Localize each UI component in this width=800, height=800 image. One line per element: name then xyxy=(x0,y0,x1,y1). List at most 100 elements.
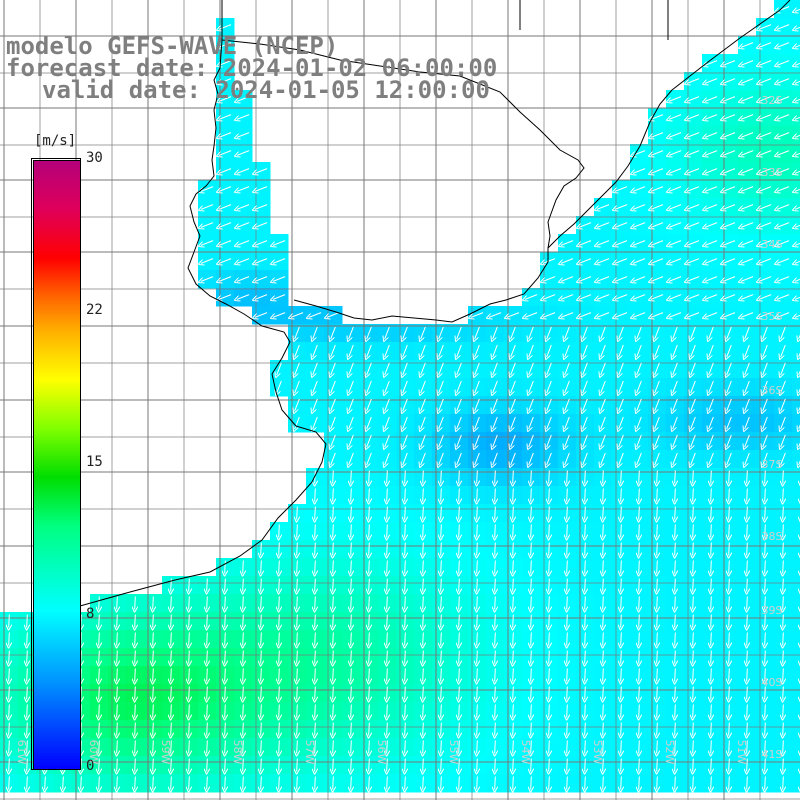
wind-arrow xyxy=(189,668,190,682)
wind-arrow xyxy=(711,614,712,628)
wind-arrow xyxy=(189,758,190,772)
wind-arrow xyxy=(405,470,406,484)
wind-arrow xyxy=(513,668,514,682)
wind-arrow xyxy=(711,596,712,610)
wind-arrow xyxy=(495,578,496,592)
speed-cell xyxy=(792,468,800,487)
wind-arrow xyxy=(225,686,226,700)
wind-arrow xyxy=(621,560,622,574)
wind-arrow xyxy=(729,578,730,592)
wind-arrow xyxy=(585,776,586,790)
wind-arrow xyxy=(513,596,514,610)
wind-arrow xyxy=(387,704,388,718)
wind-arrow xyxy=(729,776,730,790)
wind-arrow xyxy=(549,722,550,736)
speed-cell xyxy=(792,180,800,199)
wind-arrow xyxy=(45,776,46,790)
speed-cell xyxy=(792,198,800,217)
speed-cell xyxy=(792,54,800,73)
wind-arrow xyxy=(117,740,118,754)
wind-arrow xyxy=(333,668,334,682)
wind-arrow xyxy=(189,578,190,592)
wind-arrow xyxy=(495,776,496,790)
wind-arrow xyxy=(333,776,334,790)
wind-arrow xyxy=(333,740,334,754)
wind-arrow xyxy=(99,704,100,718)
wind-arrow xyxy=(603,488,604,502)
wind-arrow xyxy=(477,542,478,556)
wind-arrow xyxy=(261,776,262,790)
wind-arrow xyxy=(603,614,604,628)
wind-arrow xyxy=(747,668,748,682)
wind-arrow xyxy=(693,614,694,628)
wind-arrow xyxy=(27,704,28,718)
wind-arrow xyxy=(531,776,532,790)
wind-arrow xyxy=(477,650,478,664)
wind-arrow xyxy=(459,686,460,700)
wind-arrow xyxy=(603,632,604,646)
wind-arrow xyxy=(531,524,532,538)
wind-arrow xyxy=(189,704,190,718)
wind-arrow xyxy=(495,740,496,754)
wind-arrow xyxy=(369,776,370,790)
wind-arrow xyxy=(585,740,586,754)
speed-cell xyxy=(792,108,800,127)
wind-arrow xyxy=(423,542,424,556)
wind-arrow xyxy=(585,686,586,700)
wind-arrow xyxy=(459,488,460,502)
wind-arrow xyxy=(513,614,514,628)
wind-arrow xyxy=(261,542,262,556)
wind-arrow xyxy=(261,758,262,772)
wind-arrow xyxy=(351,632,352,646)
lon-label-53W: 53W xyxy=(591,740,604,765)
speed-cell xyxy=(792,414,800,433)
wind-arrow xyxy=(387,632,388,646)
wind-arrow xyxy=(495,614,496,628)
wind-arrow xyxy=(531,488,532,502)
colorbar-tick-30: 30 xyxy=(86,150,103,166)
wind-arrow xyxy=(495,650,496,664)
wind-arrow xyxy=(567,596,568,610)
title-valid-date: valid date: 2024-01-05 12:00:00 xyxy=(42,76,490,104)
wind-arrow xyxy=(405,650,406,664)
wind-arrow xyxy=(405,632,406,646)
wind-arrow xyxy=(261,740,262,754)
wind-arrow xyxy=(225,758,226,772)
wind-arrow xyxy=(477,758,478,772)
wind-arrow xyxy=(495,488,496,502)
wind-arrow xyxy=(585,704,586,718)
wind-arrow xyxy=(657,560,658,574)
wind-arrow xyxy=(297,776,298,790)
wind-arrow xyxy=(207,686,208,700)
wind-arrow xyxy=(567,488,568,502)
wind-arrow xyxy=(423,740,424,754)
wind-arrow xyxy=(9,686,10,700)
wind-arrow xyxy=(351,650,352,664)
wind-arrow xyxy=(603,776,604,790)
wind-arrow xyxy=(657,470,658,484)
wind-arrow xyxy=(261,596,262,610)
wind-arrow xyxy=(459,578,460,592)
wind-arrow xyxy=(99,614,100,628)
speed-cell xyxy=(792,270,800,289)
wind-arrow xyxy=(441,722,442,736)
wind-arrow xyxy=(387,506,388,520)
wind-arrow xyxy=(567,632,568,646)
wind-arrow xyxy=(783,506,784,520)
wind-arrow xyxy=(621,470,622,484)
wind-arrow xyxy=(171,596,172,610)
wind-arrow xyxy=(171,614,172,628)
wind-arrow xyxy=(783,542,784,556)
wind-arrow xyxy=(459,632,460,646)
wind-arrow xyxy=(603,524,604,538)
wind-arrow xyxy=(693,668,694,682)
wind-arrow xyxy=(711,524,712,538)
wind-arrow xyxy=(405,578,406,592)
wind-arrow xyxy=(9,722,10,736)
wind-arrow xyxy=(279,650,280,664)
wind-arrow xyxy=(297,704,298,718)
lat-label-36S: 36S xyxy=(762,384,783,397)
wind-arrow xyxy=(279,704,280,718)
wind-arrow xyxy=(333,596,334,610)
wind-arrow xyxy=(495,470,496,484)
